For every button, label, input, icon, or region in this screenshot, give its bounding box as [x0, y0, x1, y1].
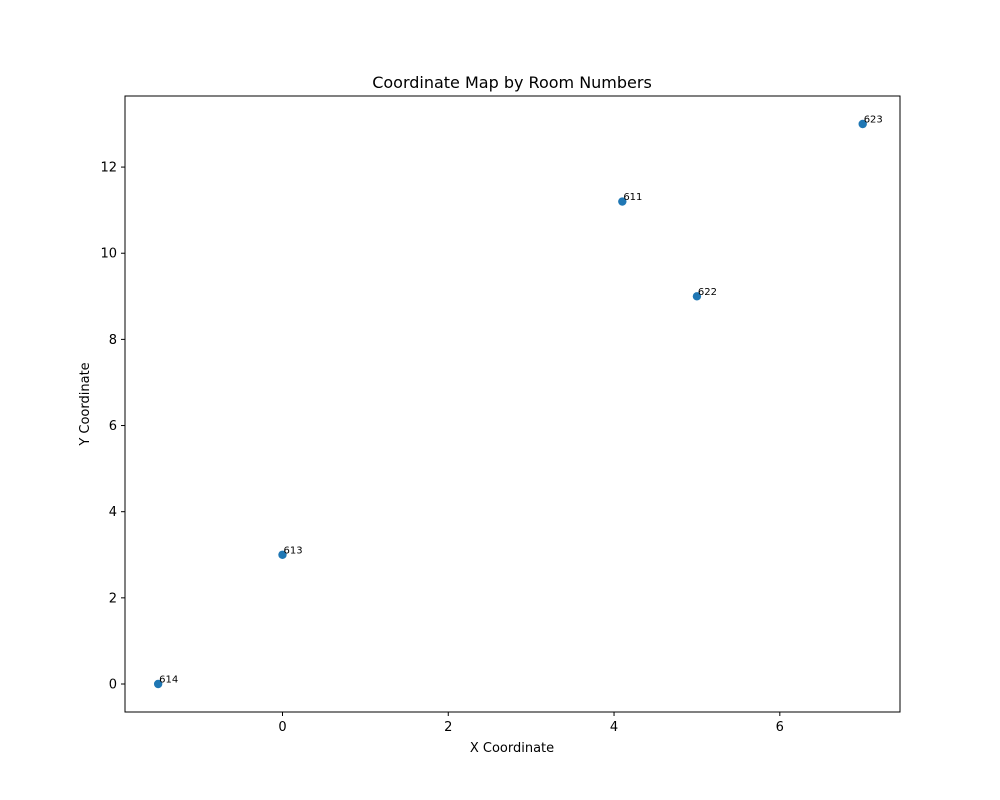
- data-point-label: 613: [283, 545, 302, 556]
- data-point: [692, 292, 702, 301]
- data-point: [618, 197, 627, 206]
- data-point-label: 622: [698, 287, 717, 298]
- x-tick-label: 2: [444, 720, 452, 735]
- x-tick-label: 0: [278, 720, 286, 735]
- y-tick-label: 6: [109, 419, 117, 434]
- y-tick-label: 12: [100, 161, 117, 176]
- y-tick-label: 0: [109, 678, 117, 693]
- y-tick-label: 4: [109, 505, 117, 520]
- x-tick-label: 6: [776, 720, 784, 735]
- x-tick-label: 4: [610, 720, 618, 735]
- data-point-label: 614: [159, 675, 178, 686]
- y-tick-label: 8: [109, 333, 117, 348]
- data-point: [153, 679, 163, 689]
- y-tick-label: 2: [109, 591, 117, 606]
- data-point-label: 623: [864, 115, 883, 126]
- data-point-label: 611: [623, 192, 642, 203]
- data-point: [278, 550, 287, 559]
- plot-area: 0 2 4 6 0 2 4 6 8 10 12 623 611 622 613 614: [100, 95, 901, 735]
- y-tick-label: 10: [100, 247, 117, 262]
- data-point: [858, 119, 867, 129]
- chart-title: Coordinate Map by Room Numbers: [372, 73, 652, 92]
- plot-frame: [124, 95, 901, 713]
- x-axis-label: X Coordinate: [470, 741, 554, 756]
- y-axis-label: Y Coordinate: [78, 362, 93, 446]
